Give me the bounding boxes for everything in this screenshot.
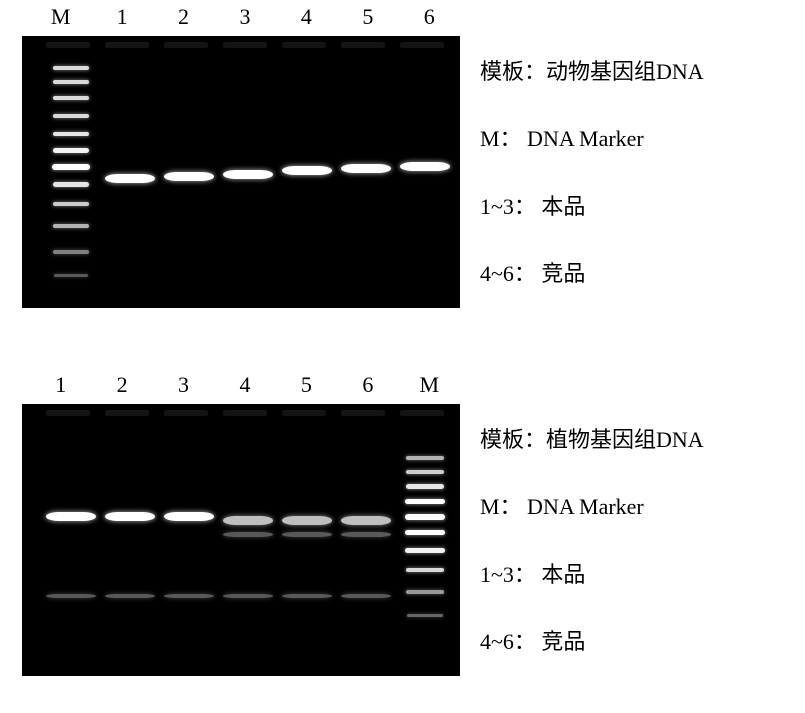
well (105, 410, 149, 416)
faint-band (341, 594, 391, 598)
marker-band (406, 456, 444, 460)
lane-label: M (399, 372, 460, 398)
lane-label: 1 (30, 372, 91, 398)
sample-band (282, 516, 332, 525)
sample-band (400, 162, 450, 171)
lane-label: 4 (276, 4, 337, 30)
lane-labels-top: M123456 (30, 2, 460, 32)
sample-band (341, 516, 391, 525)
faint-band (46, 594, 96, 598)
marker-band (53, 66, 89, 70)
sample-band (223, 170, 273, 179)
faint-band (282, 594, 332, 598)
well (223, 42, 267, 48)
well (282, 42, 326, 48)
sample-band (223, 516, 273, 525)
sample-band (164, 512, 214, 521)
legend-line: 4~6： 竞品 (480, 261, 800, 287)
marker-band (53, 114, 89, 118)
legend-line: 模板：植物基因组DNA (480, 427, 800, 453)
lane-label: 6 (399, 4, 460, 30)
well (164, 410, 208, 416)
well (282, 410, 326, 416)
legend-line: M： DNA Marker (480, 126, 800, 152)
lane-label: 5 (276, 372, 337, 398)
marker-band (53, 202, 89, 206)
gel-panel-top: M123456 模板：动物基因组DNA M： DNA Marker 1~3： 本品 4… (0, 2, 805, 318)
well (341, 410, 385, 416)
marker-band (405, 530, 445, 535)
lane-label: 4 (214, 372, 275, 398)
well (341, 42, 385, 48)
well (400, 42, 444, 48)
marker-band (406, 470, 444, 474)
well (164, 42, 208, 48)
faint-band (341, 532, 391, 537)
faint-band (105, 594, 155, 598)
well (400, 410, 444, 416)
marker-band (405, 514, 445, 520)
faint-band (223, 532, 273, 537)
lane-label: 3 (214, 4, 275, 30)
well (105, 42, 149, 48)
legend-line: M： DNA Marker (480, 494, 800, 520)
marker-band (53, 224, 89, 228)
gel-panel-bottom: 123456M 模板：植物基因组DNA M： DNA Marker 1~3： 本品 4… (0, 370, 805, 686)
faint-band (282, 532, 332, 537)
lane-labels-bottom: 123456M (30, 370, 460, 400)
legend-line: 模板：动物基因组DNA (480, 59, 800, 85)
lane-label: M (30, 4, 91, 30)
lane-label: 6 (337, 372, 398, 398)
marker-band (406, 484, 444, 489)
marker-band (406, 590, 444, 594)
sample-band (105, 512, 155, 521)
marker-band (407, 614, 443, 617)
lane-label: 2 (153, 4, 214, 30)
marker-band (53, 182, 89, 187)
lane-label: 2 (91, 372, 152, 398)
marker-band (53, 96, 89, 100)
gel-image-top (22, 36, 460, 308)
sample-band (46, 512, 96, 521)
legend-line: 1~3： 本品 (480, 194, 800, 220)
marker-band (53, 250, 89, 254)
sample-band (341, 164, 391, 173)
marker-band (54, 274, 88, 277)
marker-band (52, 164, 90, 170)
well (46, 410, 90, 416)
lane-label: 3 (153, 372, 214, 398)
faint-band (223, 594, 273, 598)
well (46, 42, 90, 48)
legend-line: 4~6： 竞品 (480, 629, 800, 655)
well (223, 410, 267, 416)
gel-image-bottom (22, 404, 460, 676)
marker-band (405, 499, 445, 504)
legend-bottom: 模板：植物基因组DNA M： DNA Marker 1~3： 本品 4~6： 竞品 (480, 406, 800, 676)
marker-band (53, 148, 89, 153)
marker-band (406, 568, 444, 572)
marker-band (405, 548, 445, 553)
faint-band (164, 594, 214, 598)
marker-band (53, 80, 89, 84)
lane-label: 1 (91, 4, 152, 30)
sample-band (105, 174, 155, 183)
sample-band (282, 166, 332, 175)
legend-line: 1~3： 本品 (480, 562, 800, 588)
legend-top: 模板：动物基因组DNA M： DNA Marker 1~3： 本品 4~6： 竞品 (480, 38, 800, 308)
lane-label: 5 (337, 4, 398, 30)
marker-band (53, 132, 89, 136)
sample-band (164, 172, 214, 181)
